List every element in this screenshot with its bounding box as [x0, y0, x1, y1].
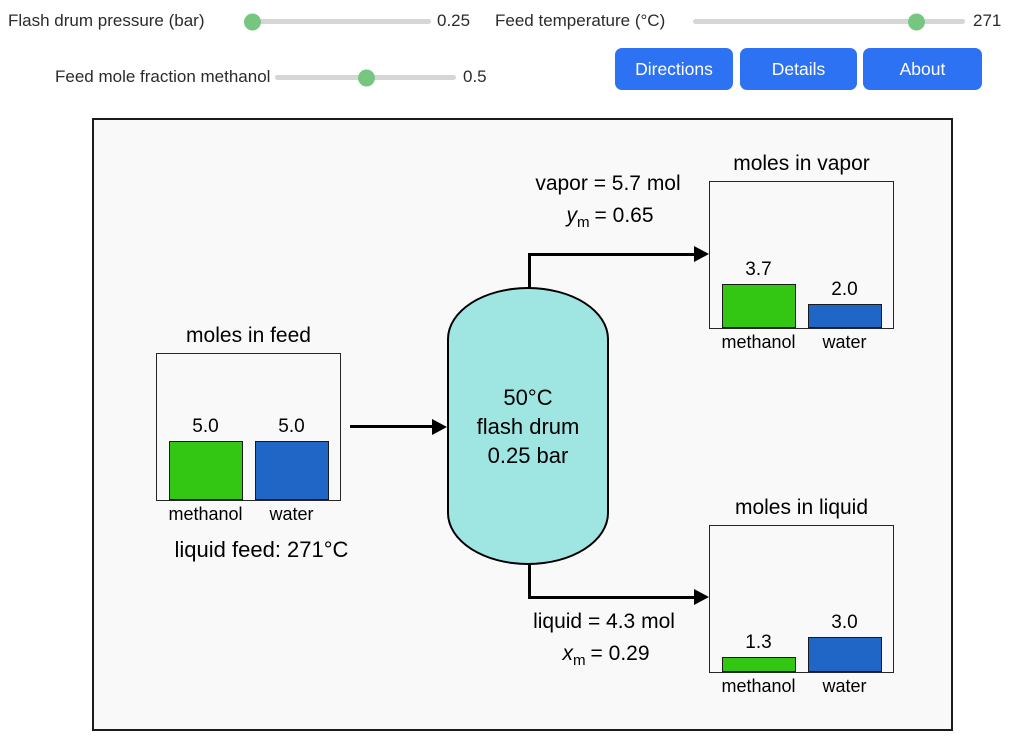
bar-value-label: 5.0 — [192, 416, 219, 437]
fraction-subscript: m — [572, 652, 586, 670]
x-axis-label-methanol: methanol — [721, 332, 796, 352]
diagram-canvas: moles in feed 5.0 5.0 methanol water liq… — [92, 118, 953, 731]
methanol-bar — [721, 284, 796, 328]
liquid-arrowhead-icon — [694, 589, 709, 605]
fraction-value: = 0.65 — [594, 204, 654, 227]
bar-group-methanol: 3.7 — [721, 259, 796, 328]
x-axis-label-methanol: methanol — [721, 676, 796, 696]
liquid-chart-bars: 1.3 3.0 — [710, 612, 893, 672]
vapor-bar-chart: moles in vapor 3.7 2.0 methanol water — [709, 151, 894, 353]
feed-x-axis-labels: methanol water — [156, 504, 341, 525]
directions-button[interactable]: Directions — [615, 48, 733, 90]
bar-group-water: 3.0 — [807, 612, 882, 672]
flash-drum-vessel: 50°C flash drum 0.25 bar — [447, 287, 609, 565]
fraction-subscript: m — [576, 214, 590, 232]
mole-fraction-slider-label: Feed mole fraction methanol — [55, 67, 271, 86]
water-bar — [807, 304, 882, 328]
water-bar — [254, 441, 329, 500]
pressure-slider-value: 0.25 — [437, 11, 471, 30]
feed-chart-bars: 5.0 5.0 — [157, 416, 340, 500]
vapor-fraction-label: ym = 0.65 — [500, 204, 720, 231]
drum-pressure-text: 0.25 bar — [487, 442, 569, 468]
drum-temperature-text: 50°C — [503, 384, 553, 410]
vapor-chart-plot-area: 3.7 2.0 — [709, 181, 894, 329]
vapor-chart-bars: 3.7 2.0 — [710, 259, 893, 328]
details-button[interactable]: Details — [740, 48, 857, 90]
liquid-pipe-horizontal — [528, 596, 695, 599]
pressure-slider-handle[interactable] — [244, 13, 262, 30]
methanol-bar — [168, 441, 243, 500]
liquid-x-axis-labels: methanol water — [709, 676, 894, 697]
bar-group-methanol: 5.0 — [168, 416, 243, 500]
vapor-arrowhead-icon — [694, 246, 709, 262]
x-axis-label-water: water — [822, 332, 867, 352]
feed-chart-title: moles in feed — [186, 324, 311, 347]
fraction-value: = 0.29 — [590, 642, 650, 665]
about-button[interactable]: About — [863, 48, 982, 90]
liquid-bar-chart: moles in liquid 1.3 3.0 methanol water — [709, 495, 894, 697]
temperature-slider-track[interactable] — [693, 13, 965, 30]
methanol-bar — [721, 657, 796, 672]
liquid-chart-title: moles in liquid — [734, 496, 869, 519]
mole-fraction-slider-handle[interactable] — [357, 69, 375, 86]
bar-group-water: 2.0 — [807, 279, 882, 328]
pressure-slider-label: Flash drum pressure (bar) — [8, 11, 205, 30]
feed-condition-note: liquid feed: 271°C — [174, 537, 349, 562]
liquid-pipe-vertical — [528, 564, 531, 598]
liquid-chart-plot-area: 1.3 3.0 — [709, 525, 894, 673]
feed-chart-plot-area: 5.0 5.0 — [156, 353, 341, 501]
drum-name-text: flash drum — [476, 413, 580, 439]
pressure-slider-track[interactable] — [244, 13, 431, 30]
mole-fraction-slider-value: 0.5 — [463, 67, 487, 86]
vapor-pipe-vertical — [528, 254, 531, 288]
x-axis-label-methanol: methanol — [168, 504, 243, 524]
bar-group-water: 5.0 — [254, 416, 329, 500]
feed-bar-chart: moles in feed 5.0 5.0 methanol water liq… — [156, 323, 348, 563]
x-axis-label-water: water — [822, 676, 867, 696]
feed-arrowhead-icon — [432, 419, 447, 435]
fraction-variable: x — [562, 642, 573, 665]
vapor-chart-title: moles in vapor — [733, 152, 870, 175]
bar-value-label: 3.7 — [745, 259, 772, 280]
fraction-variable: y — [566, 204, 577, 227]
bar-value-label: 2.0 — [831, 279, 858, 300]
bar-group-methanol: 1.3 — [721, 632, 796, 672]
x-axis-label-water: water — [269, 504, 314, 524]
vapor-pipe-horizontal — [528, 253, 695, 256]
temperature-slider-value: 271 — [973, 11, 1002, 30]
vapor-x-axis-labels: methanol water — [709, 332, 894, 353]
bar-value-label: 3.0 — [831, 612, 858, 633]
liquid-fraction-label: xm = 0.29 — [496, 642, 716, 669]
temperature-slider-handle[interactable] — [908, 13, 926, 30]
vapor-flow-label: vapor = 5.7 mol — [535, 172, 681, 195]
feed-pipe — [350, 425, 433, 428]
controls-header: Flash drum pressure (bar) 0.25 Feed temp… — [0, 0, 1024, 112]
bar-value-label: 1.3 — [745, 632, 772, 653]
mole-fraction-slider-track[interactable] — [275, 69, 456, 86]
temperature-slider-label: Feed temperature (°C) — [495, 11, 666, 30]
bar-value-label: 5.0 — [278, 416, 305, 437]
liquid-flow-label: liquid = 4.3 mol — [533, 610, 675, 633]
water-bar — [807, 637, 882, 672]
